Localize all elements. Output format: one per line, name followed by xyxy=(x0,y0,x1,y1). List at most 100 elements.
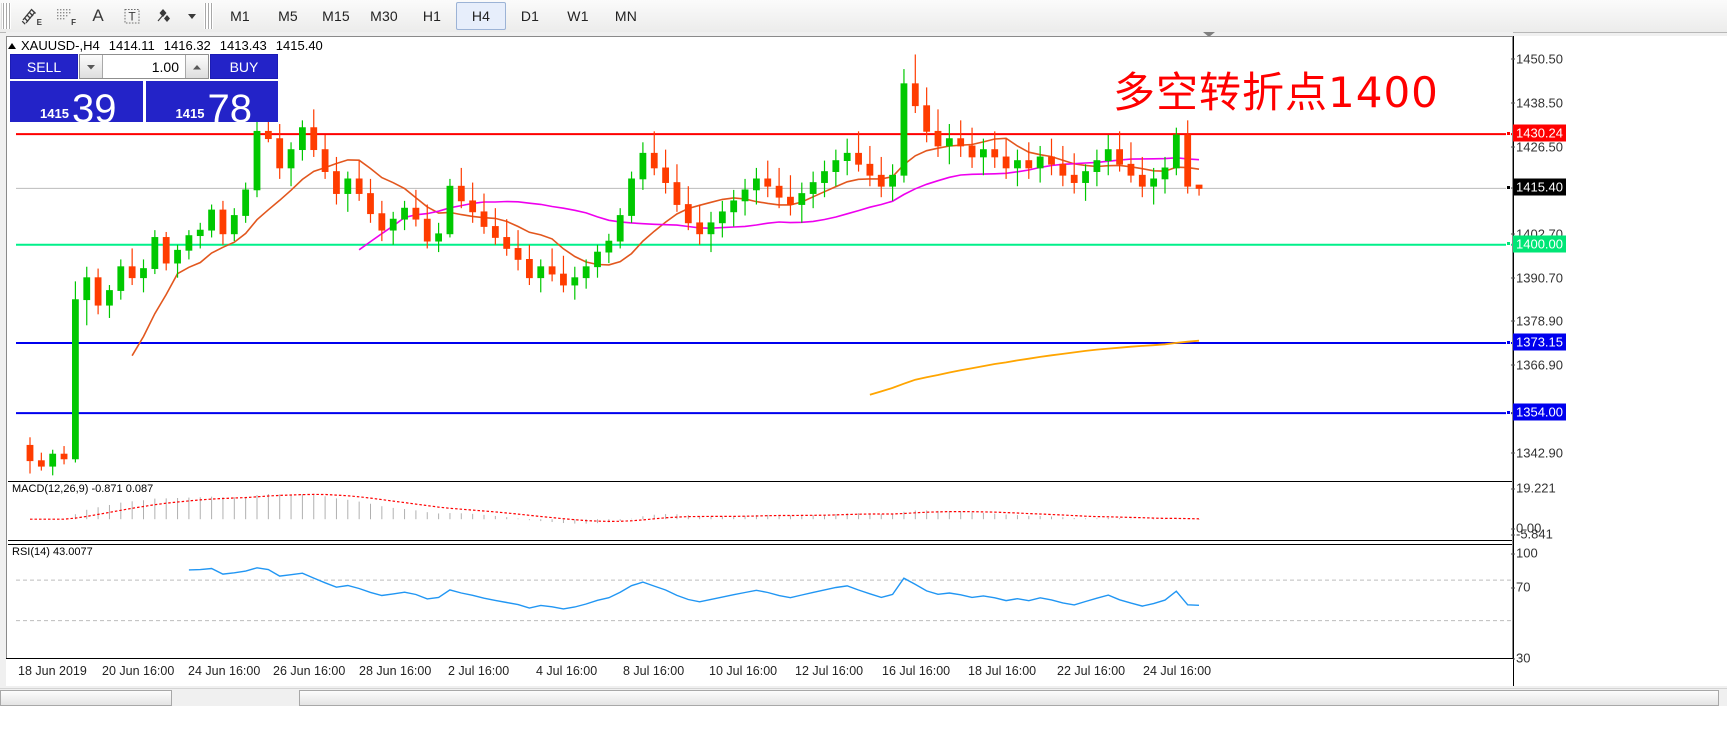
chart-collapse-caret-icon[interactable] xyxy=(1203,32,1215,37)
timeframe-d1[interactable]: D1 xyxy=(520,8,540,24)
status-bar xyxy=(0,706,1727,754)
objects-tool-icon[interactable] xyxy=(149,2,183,30)
rsi-pane[interactable]: RSI(14) 43.0077 xyxy=(8,544,1512,654)
time-axis-label: 18 Jul 16:00 xyxy=(968,664,1037,678)
price-tag-value: 1354.00 xyxy=(1516,404,1563,420)
text-label-tool-icon[interactable]: T xyxy=(115,2,149,30)
price-tag-handle[interactable] xyxy=(1506,409,1511,415)
chart-expand-triangle-icon[interactable] xyxy=(8,42,16,49)
time-axis-label: 4 Jul 16:00 xyxy=(536,664,598,678)
price-tag-value: 1430.24 xyxy=(1516,125,1563,141)
time-axis-label: 20 Jun 16:00 xyxy=(102,664,175,678)
one-click-price-row: 1415 39 1415 78 xyxy=(10,81,278,129)
price-tick: 1342.90 xyxy=(1511,445,1563,461)
time-axis[interactable]: 18 Jun 2019 20 Jun 16:00 24 Jun 16:00 26 Ju… xyxy=(6,658,1513,686)
price-tick: 1426.50 xyxy=(1511,139,1563,155)
text-tool-icon[interactable]: A xyxy=(81,2,115,30)
timeframe-m1[interactable]: M1 xyxy=(230,8,250,24)
timeframe-m5[interactable]: M5 xyxy=(278,8,298,24)
chart-symbol-header: XAUUSD-,H4 1414.11 1416.32 1413.43 1415.… xyxy=(8,38,326,53)
horizontal-scrollbar[interactable] xyxy=(0,688,1727,707)
expert-advisors-badge: E xyxy=(36,18,42,27)
macd-axis-top: 19.221 xyxy=(1511,480,1556,496)
svg-text:T: T xyxy=(128,10,136,24)
text-tool-glyph: A xyxy=(92,6,104,25)
price-tick: 1438.50 xyxy=(1511,95,1563,111)
price-pane[interactable] xyxy=(8,38,1512,479)
macd-axis-zero: 0.00 xyxy=(1510,520,1542,536)
sell-button[interactable]: SELL xyxy=(10,54,78,79)
price-tick: 1450.50 xyxy=(1511,51,1563,67)
timeframe-m30[interactable]: M30 xyxy=(370,8,398,24)
toolbar-grip-left[interactable] xyxy=(1,3,11,29)
symbol-name: XAUUSD-,H4 xyxy=(21,38,100,53)
one-click-trading-panel[interactable]: SELL 1.00 BUY 1415 39 1415 78 xyxy=(10,54,278,129)
ohlc-open: 1414.11 xyxy=(108,38,155,53)
buy-price-prefix: 1415 xyxy=(175,106,205,121)
price-tag-handle[interactable] xyxy=(1506,130,1511,136)
volume-input[interactable]: 1.00 xyxy=(103,55,185,78)
buy-price-pips: 78 xyxy=(207,87,253,131)
time-axis-label: 2 Jul 16:00 xyxy=(448,664,510,678)
price-tag-value: 1373.15 xyxy=(1516,334,1563,350)
time-axis-label: 28 Jun 16:00 xyxy=(359,664,432,678)
ohlc-close: 1415.40 xyxy=(275,38,323,53)
price-level-tag[interactable]: 1430.24 xyxy=(1506,124,1566,142)
sell-price-prefix: 1415 xyxy=(40,106,69,121)
scrollbar-thumb[interactable] xyxy=(299,690,1719,706)
scrollbar-left-segment[interactable] xyxy=(0,690,172,706)
price-tag-value: 1400.00 xyxy=(1516,236,1563,252)
price-axis[interactable]: 1450.501438.501426.501415.401402.701390.… xyxy=(1506,36,1727,686)
price-tag-handle[interactable] xyxy=(1506,241,1511,247)
price-tick: 1378.90 xyxy=(1511,313,1563,329)
rsi-axis-upper: 70 xyxy=(1510,579,1531,595)
timeframe-mn[interactable]: MN xyxy=(614,8,638,24)
macd-pane[interactable]: MACD(12,26,9) -0.871 0.087 xyxy=(8,481,1512,541)
volume-decrease-icon[interactable] xyxy=(80,55,103,78)
indicators-grid-icon[interactable]: F xyxy=(47,2,81,30)
timeframe-h1[interactable]: H1 xyxy=(422,8,442,24)
time-axis-label: 22 Jul 16:00 xyxy=(1057,664,1126,678)
main-toolbar: E F A xyxy=(0,0,1727,33)
volume-stepper[interactable]: 1.00 xyxy=(79,54,209,79)
buy-price-box[interactable]: 1415 78 xyxy=(145,81,278,129)
rsi-axis-top: 100 xyxy=(1511,545,1538,561)
timeframe-w1[interactable]: W1 xyxy=(567,8,589,24)
price-tag-value: 1415.40 xyxy=(1516,179,1563,195)
buy-button[interactable]: BUY xyxy=(210,54,278,79)
timeframe-h4[interactable]: H4 xyxy=(456,2,506,30)
ohlc-high: 1416.32 xyxy=(163,38,211,53)
indicators-badge: F xyxy=(71,18,76,27)
price-level-tag[interactable]: 1373.15 xyxy=(1506,333,1566,351)
timeframe-m15[interactable]: M15 xyxy=(322,8,350,24)
time-axis-label: 12 Jul 16:00 xyxy=(795,664,864,678)
chart-top-spacer xyxy=(6,32,1513,37)
objects-dropdown-arrow-icon[interactable] xyxy=(183,2,201,30)
price-level-tag[interactable]: 1415.40 xyxy=(1506,178,1566,196)
rsi-label: RSI(14) 43.0077 xyxy=(12,546,93,558)
price-level-tag[interactable]: 1400.00 xyxy=(1506,235,1566,253)
ohlc-low: 1413.43 xyxy=(219,38,267,53)
price-tag-handle[interactable] xyxy=(1506,339,1511,345)
macd-axis-bottom: -5.841 xyxy=(1511,526,1553,542)
time-axis-label: 24 Jun 16:00 xyxy=(188,664,261,678)
time-axis-label: 16 Jul 16:00 xyxy=(882,664,951,678)
rsi-axis-lower: 30 xyxy=(1510,650,1531,666)
chart-annotation-text[interactable]: 多空转折点1400 xyxy=(1113,68,1439,117)
toolbar-separator xyxy=(204,3,213,29)
sell-price-pips: 39 xyxy=(72,87,117,131)
price-tag-handle[interactable] xyxy=(1506,184,1511,190)
sell-price-box[interactable]: 1415 39 xyxy=(10,81,143,129)
price-tick: 1390.70 xyxy=(1511,270,1563,286)
macd-label: MACD(12,26,9) -0.871 0.087 xyxy=(12,483,154,495)
price-axis-line xyxy=(1513,36,1514,686)
expert-advisors-icon[interactable]: E xyxy=(13,2,47,30)
time-axis-label: 10 Jul 16:00 xyxy=(709,664,778,678)
price-level-tag[interactable]: 1354.00 xyxy=(1506,403,1566,421)
time-axis-label: 18 Jun 2019 xyxy=(18,664,87,678)
volume-increase-icon[interactable] xyxy=(185,55,208,78)
time-axis-label: 26 Jun 16:00 xyxy=(273,664,346,678)
chart-window[interactable]: MACD(12,26,9) -0.871 0.087 RSI(14) 43.00… xyxy=(6,36,1513,686)
price-tick: 1366.90 xyxy=(1511,357,1563,373)
